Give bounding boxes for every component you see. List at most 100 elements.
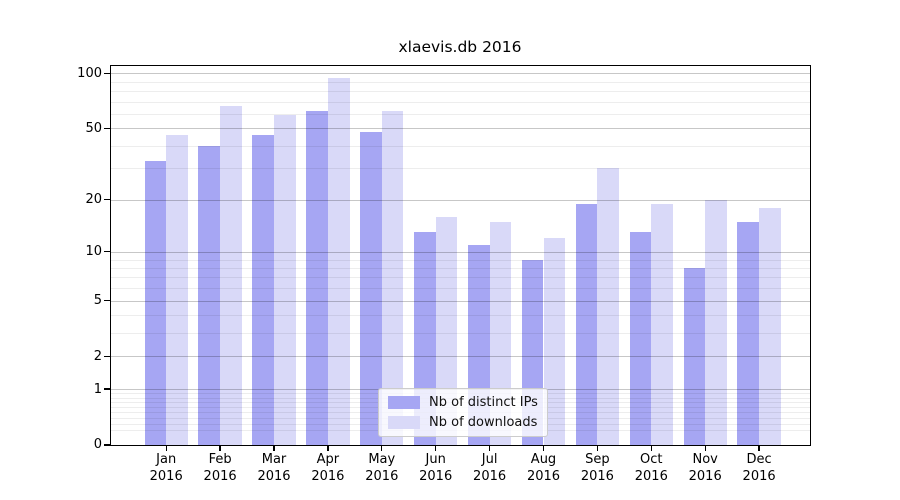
x-tick-mark [165,445,167,451]
bar-distinct-ips [198,145,221,445]
bar-downloads [274,115,296,445]
major-gridline [110,300,810,302]
x-tick-label: Feb 2016 [192,452,248,485]
x-tick-year: 2016 [742,468,776,484]
x-tick-year: 2016 [311,468,345,484]
x-tick-year: 2016 [634,468,668,484]
x-tick-label: Aug 2016 [516,452,572,485]
bar-downloads [543,238,566,445]
x-tick-year: 2016 [149,468,183,484]
x-tick-year: 2016 [419,468,453,484]
x-tick-mark [704,445,706,451]
minor-gridline [110,333,810,335]
minor-gridline [110,113,810,115]
y-tick-label: 50 [85,120,102,136]
x-tick-label: Jan 2016 [138,452,194,485]
x-tick-mark [435,445,437,451]
major-gridline [110,128,810,130]
x-tick-month: May [368,452,396,467]
x-tick-label: Dec 2016 [731,452,787,485]
y-tick-mark [104,444,111,446]
x-tick-month: Jul [481,452,498,467]
bar-distinct-ips [252,134,274,445]
y-tick-mark [104,299,111,302]
minor-gridline [110,277,810,279]
bar-downloads [435,216,458,445]
x-tick-mark [273,445,275,451]
x-tick-year: 2016 [688,468,722,484]
bar-downloads [166,134,188,445]
minor-gridline [110,81,810,83]
legend-swatch-distinct-ips [388,396,420,409]
x-tick-label: Oct 2016 [623,452,679,485]
y-tick-mark [104,388,111,390]
y-tick-mark [104,251,111,253]
major-gridline [110,73,810,75]
y-tick-mark [104,355,111,358]
x-tick-mark [381,445,383,451]
legend-swatch-downloads [388,416,420,429]
x-tick-year: 2016 [365,468,399,484]
x-tick-mark [219,445,221,451]
major-gridline [110,199,810,201]
x-tick-year: 2016 [257,468,291,484]
x-tick-month: Aug [530,452,557,467]
legend: Nb of distinct IPs Nb of downloads [378,388,548,437]
x-tick-month: Jun [425,452,446,467]
bar-distinct-ips [683,267,706,445]
bar-distinct-ips [306,111,328,445]
y-tick-mark [104,72,111,74]
x-tick-label: May 2016 [354,452,410,485]
minor-gridline [110,315,810,317]
x-tick-month: Dec [746,452,772,467]
x-tick-month: Mar [261,452,287,467]
x-tick-month: Apr [316,452,340,467]
legend-label-distinct-ips: Nb of distinct IPs [429,395,538,410]
minor-gridline [110,259,810,261]
x-tick-year: 2016 [203,468,237,484]
x-tick-label: Nov 2016 [677,452,733,485]
legend-item-downloads: Nb of downloads [388,415,538,430]
bar-downloads [381,111,404,445]
y-tick-label: 100 [77,65,102,81]
x-tick-label: Sep 2016 [569,452,625,485]
x-tick-month: Feb [208,452,232,467]
minor-gridline [110,101,810,103]
y-tick-label: 1 [93,381,102,397]
x-tick-year: 2016 [526,468,561,484]
bar-distinct-ips [360,131,382,445]
x-tick-label: Jun 2016 [408,452,464,485]
x-tick-label: Jul 2016 [462,452,518,485]
bar-downloads [705,199,727,445]
chart-title: xlaevis.db 2016 [398,38,522,56]
bar-distinct-ips [737,221,760,445]
x-tick-label: Mar 2016 [246,452,302,485]
minor-gridline [110,168,810,170]
x-tick-month: Nov [692,452,718,467]
x-tick-mark [327,445,329,451]
x-tick-year: 2016 [473,468,507,484]
bar-downloads [651,203,673,445]
y-tick-label: 2 [93,348,102,364]
minor-gridline [110,145,810,147]
x-tick-mark [650,445,652,451]
bar-distinct-ips [144,160,167,445]
minor-gridline [110,91,810,93]
bar-downloads [220,106,242,445]
x-tick-year: 2016 [580,468,614,484]
x-tick-month: Oct [640,452,663,467]
minor-gridline [110,288,810,290]
bar-downloads [327,78,350,445]
y-tick-label: 5 [93,293,102,309]
legend-label-downloads: Nb of downloads [429,415,538,430]
y-tick-mark [104,127,111,129]
y-tick-mark [104,199,111,201]
bar-distinct-ips [575,203,598,445]
major-gridline [110,356,810,358]
bar-downloads [759,207,781,445]
minor-gridline [110,267,810,269]
legend-item-distinct-ips: Nb of distinct IPs [388,395,538,410]
x-tick-mark [542,445,545,451]
bar-distinct-ips [629,232,652,445]
